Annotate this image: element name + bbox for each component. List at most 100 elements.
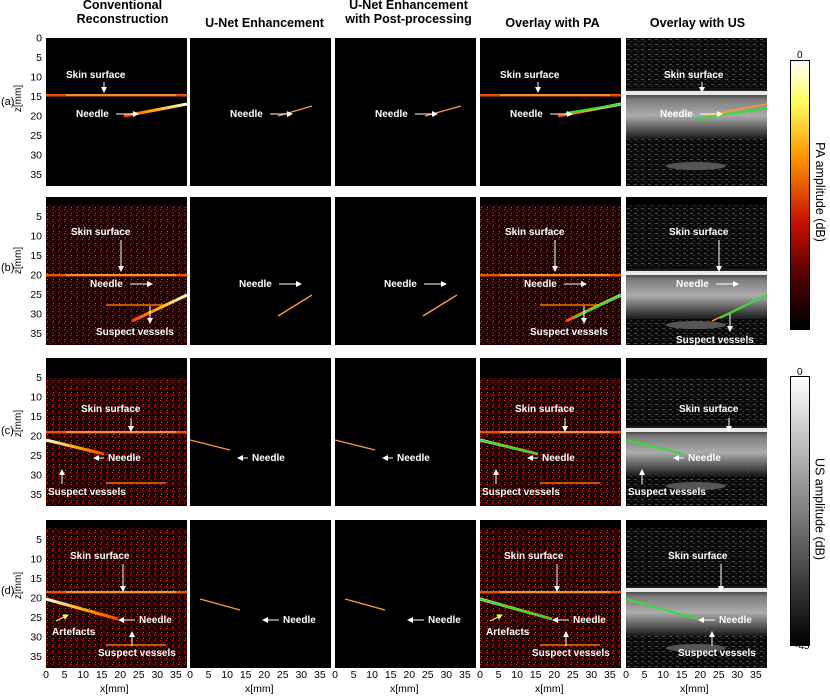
row-label-c: (c): [1, 425, 14, 437]
panel-r3-c4: [625, 520, 767, 668]
needle-label-r0-c4: Needle: [660, 109, 693, 120]
vessels-label-r1-c0: Suspect vessels: [96, 327, 174, 338]
panel-r3-c3: [479, 520, 621, 668]
needle-label-r2-c3: Needle: [542, 453, 575, 464]
x-tick-label: 0: [187, 669, 193, 681]
y-tick-label: 20: [30, 269, 42, 281]
x-tick-label: 10: [221, 669, 233, 681]
x-axis-label-3: x[mm]: [390, 683, 419, 695]
y-tick-label: 15: [30, 91, 42, 103]
y-tick-label: 10: [30, 71, 42, 83]
x-tick-label: 5: [496, 669, 502, 681]
needle-label-r0-c3: Needle: [510, 109, 543, 120]
vessels-label-r1-c3: Suspect vessels: [530, 327, 608, 338]
needle-label-r3-c1: Needle: [283, 615, 316, 626]
y-tick-label: 30: [30, 308, 42, 320]
panel-r3-c1: [190, 520, 331, 668]
artefacts-arrow-r3-c3: [489, 614, 503, 622]
y-tick-label: 15: [30, 250, 42, 262]
vessels-label-r3-c0: Suspect vessels: [98, 648, 176, 659]
panel-r3-c2: [335, 520, 476, 668]
panel-r1-c3: [480, 197, 622, 345]
y-tick-label: 30: [30, 149, 42, 161]
panel-r0-c2: [335, 38, 476, 186]
col-title-overlay-us: Overlay with US: [649, 16, 746, 30]
y-tick-label: 35: [30, 651, 42, 663]
y-tick-label: 15: [30, 573, 42, 585]
needle-label-r3-c2: Needle: [428, 615, 461, 626]
x-tick-label: 35: [604, 669, 616, 681]
needle-label-r3-c0: Needle: [139, 615, 172, 626]
col-title-unet-post: U-Net Enhancement with Post-processing: [345, 0, 472, 26]
z-axis-label-d: z[mm]: [13, 571, 25, 600]
col-title-unet: U-Net Enhancement: [205, 16, 324, 30]
x-tick-label: 25: [567, 669, 579, 681]
row-label-b: (b): [1, 262, 15, 274]
skin-label-r3-c4: Skin surface: [668, 551, 728, 562]
y-tick-label: 35: [30, 328, 42, 340]
x-tick-label: 0: [332, 669, 338, 681]
x-tick-label: 35: [314, 669, 326, 681]
x-tick-label: 5: [62, 669, 68, 681]
panel-r1-c2: [335, 197, 476, 345]
x-tick-label: 5: [642, 669, 648, 681]
x-tick-label: 30: [585, 669, 597, 681]
x-tick-label: 10: [511, 669, 523, 681]
x-tick-label: 15: [240, 669, 252, 681]
panel-r1-c0: [46, 197, 188, 345]
artefacts-label-r3-c0: Artefacts: [52, 627, 96, 638]
panel-r1-c4: [626, 197, 768, 345]
needle-label-r3-c3: Needle: [573, 615, 606, 626]
x-tick-label: 30: [151, 669, 163, 681]
pa-colorbar-min: -45: [795, 320, 810, 331]
x-tick-label: 20: [258, 669, 270, 681]
x-tick-label: 30: [731, 669, 743, 681]
col-title-conventional: Conventional Reconstruction: [76, 0, 169, 26]
skin-label-r2-c0: Skin surface: [81, 404, 141, 415]
x-tick-label: 25: [713, 669, 725, 681]
skin-label-r1-c4: Skin surface: [669, 227, 729, 238]
y-tick-label: 10: [30, 230, 42, 242]
artefacts-label-r3-c3: Artefacts: [486, 627, 530, 638]
needle-label-r1-c0: Needle: [90, 279, 123, 290]
y-tick-label: 20: [30, 430, 42, 442]
panel-r2-c1: [189, 358, 331, 506]
z-axis-label-a: z[mm]: [13, 84, 25, 113]
y-tick-label: 25: [30, 130, 42, 142]
x-tick-label: 0: [43, 669, 49, 681]
panel-r2-c4: [625, 358, 767, 506]
needle-label-r0-c0: Needle: [76, 109, 109, 120]
needle-label-r3-c4: Needle: [719, 615, 752, 626]
x-tick-label: 25: [277, 669, 289, 681]
y-tick-label: 35: [30, 489, 42, 501]
x-tick-label: 0: [477, 669, 483, 681]
x-axis-label-2: x[mm]: [245, 683, 274, 695]
vessels-label-r2-c3: Suspect vessels: [482, 487, 560, 498]
vessels-label-r3-c4: Suspect vessels: [678, 648, 756, 659]
panel-r0-c1: [190, 38, 331, 186]
pa-colorbar: [790, 60, 810, 330]
z-axis-label-c: z[mm]: [13, 409, 25, 438]
panel-r1-c1: [190, 197, 331, 345]
col-title-overlay-pa: Overlay with PA: [505, 16, 600, 30]
x-tick-label: 15: [385, 669, 397, 681]
x-axis-label-1: x[mm]: [100, 683, 129, 695]
skin-label-r0-c4: Skin surface: [664, 70, 724, 81]
needle-label-r1-c2: Needle: [384, 279, 417, 290]
x-tick-label: 35: [750, 669, 762, 681]
panel-r2-c3: [479, 358, 621, 506]
x-tick-label: 35: [170, 669, 182, 681]
y-tick-label: 10: [30, 553, 42, 565]
skin-label-r2-c4: Skin surface: [679, 404, 739, 415]
needle-label-r2-c1: Needle: [252, 453, 285, 464]
needle-label-r2-c0: Needle: [108, 453, 141, 464]
y-tick-label: 25: [30, 612, 42, 624]
x-tick-label: 15: [676, 669, 688, 681]
x-tick-label: 20: [694, 669, 706, 681]
pa-colorbar-max: 0: [797, 50, 803, 61]
x-tick-label: 0: [623, 669, 629, 681]
skin-label-r0-c0: Skin surface: [66, 70, 126, 81]
skin-label-r3-c0: Skin surface: [70, 551, 130, 562]
pa-colorbar-title: PA amplitude (dB): [813, 142, 827, 242]
